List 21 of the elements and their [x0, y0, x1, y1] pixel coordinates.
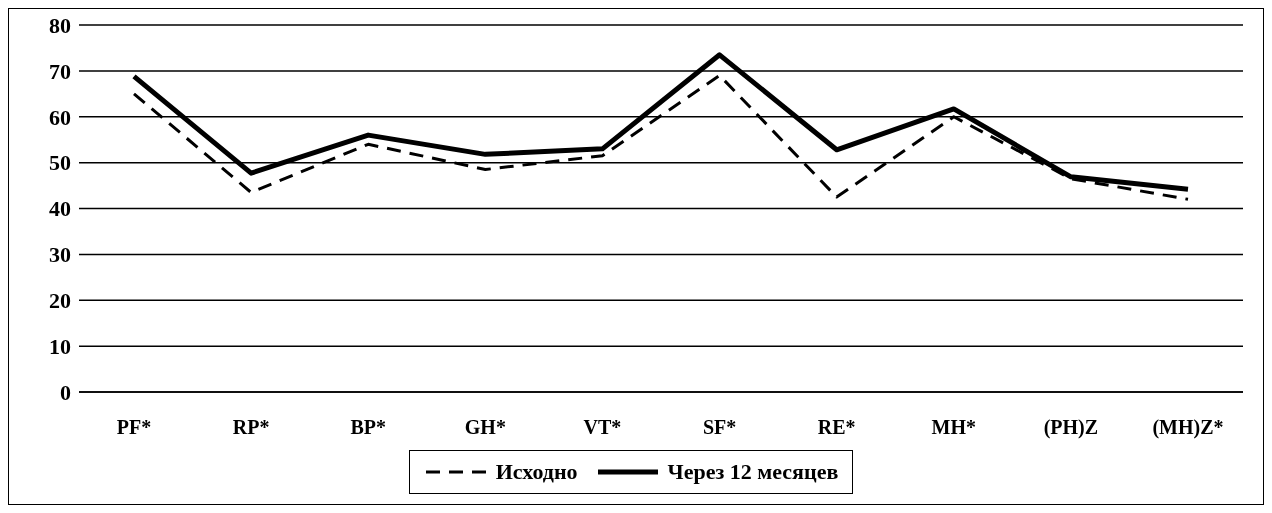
- x-tick-label: BP*: [350, 416, 386, 439]
- legend-label: Исходно: [494, 459, 578, 485]
- x-tick-label: (MH)Z*: [1152, 416, 1224, 440]
- y-tick-label: 70: [49, 58, 71, 84]
- x-tick-label: PF*: [116, 416, 152, 439]
- x-tick-label: (PH)Z: [1043, 416, 1099, 440]
- y-tick-label: 40: [49, 196, 71, 222]
- y-tick-label: 50: [49, 150, 71, 176]
- x-tick-label: SF*: [702, 416, 737, 439]
- y-tick-label: 20: [49, 288, 71, 314]
- y-tick-label: 60: [49, 104, 71, 130]
- x-tick-label: MH*: [931, 416, 976, 439]
- y-tick-label: 10: [49, 333, 71, 359]
- y-tick-label: 0: [60, 379, 71, 405]
- legend-label: Через 12 месяцев: [666, 459, 839, 485]
- x-tick-label: VT*: [583, 416, 622, 439]
- y-tick-label: 30: [49, 242, 71, 268]
- x-tick-label: GH*: [464, 416, 506, 439]
- x-tick-label: RP*: [232, 416, 270, 439]
- x-tick-label: RE*: [817, 416, 856, 439]
- y-tick-label: 80: [49, 12, 71, 38]
